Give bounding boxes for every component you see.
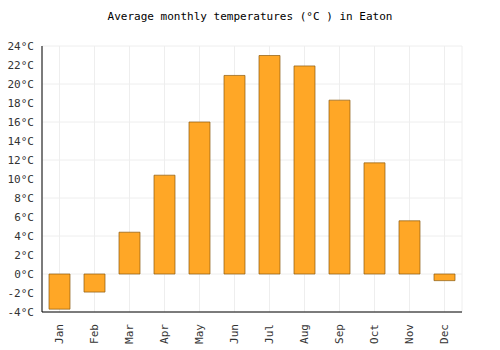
svg-text:12°C: 12°C — [8, 154, 34, 167]
svg-text:Jul: Jul — [263, 324, 276, 344]
svg-text:Oct: Oct — [368, 324, 381, 344]
svg-text:16°C: 16°C — [8, 116, 34, 129]
svg-text:Apr: Apr — [158, 324, 171, 344]
svg-text:10°C: 10°C — [8, 173, 34, 186]
html-text:Average monthly temperatures (: Average monthly temperatures (°C ) in Ea… — [107, 10, 393, 23]
svg-text:18°C: 18°C — [8, 97, 34, 110]
svg-text:20°C: 20°C — [8, 78, 34, 91]
svg-text:0°C: 0°C — [14, 268, 34, 281]
svg-text:Sep: Sep — [333, 324, 346, 344]
svg-text:4°C: 4°C — [14, 230, 34, 243]
svg-text:2°C: 2°C — [14, 249, 34, 262]
svg-text:Jun: Jun — [228, 324, 241, 344]
svg-text:-4°C: -4°C — [8, 306, 34, 319]
svg-text:24°C: 24°C — [8, 40, 34, 53]
svg-text:8°C: 8°C — [14, 192, 34, 205]
svg-text:6°C: 6°C — [14, 211, 34, 224]
svg-text:Mar: Mar — [123, 324, 136, 344]
svg-text:22°C: 22°C — [8, 59, 34, 72]
svg-text:Dec: Dec — [438, 324, 451, 344]
svg-text:May: May — [193, 324, 206, 344]
svg-text:Feb: Feb — [88, 324, 101, 344]
svg-text:Jan: Jan — [53, 324, 66, 344]
svg-text:Nov: Nov — [403, 324, 416, 344]
svg-text:Aug: Aug — [298, 324, 311, 344]
svg-text:-2°C: -2°C — [8, 287, 34, 300]
svg-text:14°C: 14°C — [8, 135, 34, 148]
